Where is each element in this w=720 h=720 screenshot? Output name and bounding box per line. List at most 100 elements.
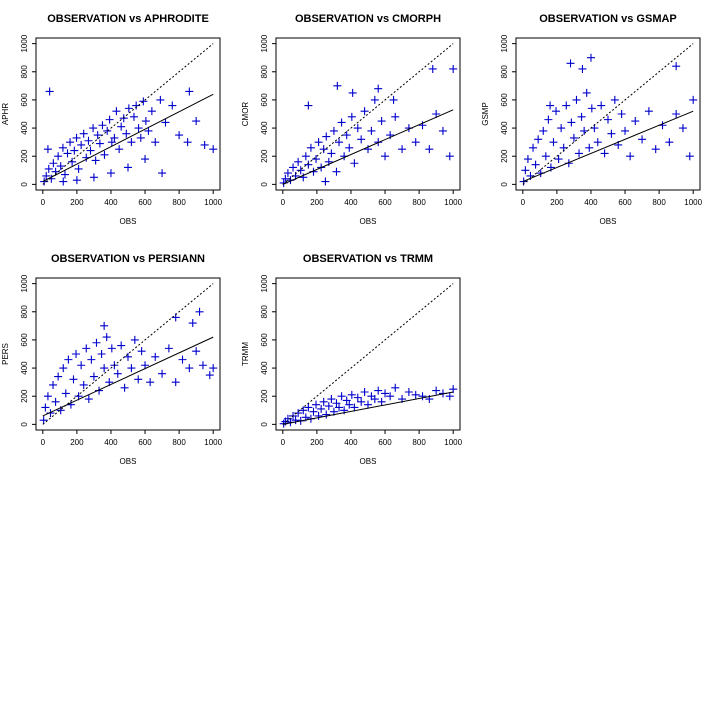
- data-point: [333, 81, 342, 90]
- data-point: [124, 352, 132, 361]
- data-point: [89, 372, 98, 381]
- chart-title: OBSERVATION vs CMORPH: [295, 13, 441, 25]
- data-point: [146, 378, 155, 387]
- x-tick-label: 800: [172, 198, 186, 207]
- data-point: [398, 145, 407, 154]
- reference-line: [522, 43, 694, 185]
- data-point: [445, 392, 454, 401]
- data-point: [141, 117, 150, 126]
- data-point: [61, 389, 70, 398]
- data-point: [299, 406, 308, 415]
- data-point: [360, 107, 369, 116]
- data-point: [604, 115, 612, 124]
- data-point: [617, 110, 626, 118]
- data-point: [105, 115, 114, 124]
- data-point: [102, 333, 111, 342]
- data-point: [79, 129, 88, 138]
- data-point: [136, 133, 145, 142]
- x-tick-label: 200: [310, 438, 324, 447]
- x-tick-label: 200: [70, 438, 84, 447]
- data-point: [389, 95, 398, 104]
- data-point: [428, 64, 437, 73]
- data-point: [72, 133, 81, 142]
- data-point: [296, 166, 305, 175]
- data-point: [291, 416, 300, 425]
- data-point: [56, 162, 65, 171]
- data-point: [585, 143, 594, 152]
- data-point: [672, 62, 681, 71]
- x-tick-label: 1000: [444, 438, 462, 447]
- data-point: [312, 155, 321, 164]
- data-point: [107, 138, 116, 147]
- y-tick-label: 0: [500, 182, 509, 187]
- y-tick-label: 600: [20, 333, 29, 347]
- data-point: [418, 392, 427, 401]
- data-point: [58, 143, 67, 152]
- data-point: [350, 403, 359, 412]
- data-point: [312, 400, 321, 409]
- data-point: [42, 171, 51, 180]
- data-point: [377, 117, 386, 126]
- x-tick-label: 200: [310, 198, 324, 207]
- data-point: [158, 369, 167, 378]
- data-point: [87, 355, 96, 364]
- y-tick-label: 400: [500, 121, 509, 135]
- data-point: [129, 112, 138, 121]
- data-point: [294, 409, 303, 418]
- data-point: [337, 118, 346, 127]
- data-point: [381, 389, 390, 398]
- x-axis-label: OBS: [360, 457, 377, 466]
- y-axis-label: CMOR: [241, 102, 250, 127]
- data-point: [151, 352, 160, 361]
- data-point: [347, 390, 356, 399]
- x-tick-label: 400: [344, 438, 358, 447]
- data-point: [552, 107, 561, 116]
- data-point: [304, 160, 313, 169]
- data-point: [299, 173, 308, 182]
- x-tick-label: 800: [172, 438, 186, 447]
- data-point: [79, 380, 88, 389]
- data-point: [156, 95, 165, 104]
- x-tick-label: 800: [412, 198, 426, 207]
- y-tick-label: 0: [20, 182, 29, 187]
- data-point: [575, 149, 584, 158]
- data-point: [342, 396, 351, 405]
- data-point: [70, 146, 79, 155]
- data-point: [49, 380, 58, 389]
- data-point: [672, 110, 681, 118]
- data-point: [137, 347, 146, 356]
- data-point: [549, 138, 558, 147]
- data-point: [63, 149, 72, 158]
- y-tick-label: 200: [260, 389, 269, 403]
- data-point: [82, 344, 91, 353]
- y-tick-label: 800: [20, 65, 29, 79]
- x-tick-label: 400: [584, 198, 598, 207]
- y-tick-label: 1000: [20, 274, 29, 292]
- y-tick-label: 0: [20, 422, 29, 427]
- data-point: [77, 361, 86, 370]
- reference-line: [42, 43, 214, 185]
- data-point: [72, 176, 81, 185]
- data-point: [386, 392, 395, 401]
- y-tick-label: 800: [260, 65, 269, 79]
- data-point: [141, 361, 150, 370]
- data-point: [411, 138, 420, 147]
- data-point: [529, 143, 538, 152]
- panel-4: OBSERVATION vs PERSIANN 0 200 400 600 800 1000…: [1, 253, 223, 466]
- plot-frame: [275, 277, 461, 431]
- fit-line: [282, 391, 454, 425]
- data-point: [84, 395, 93, 404]
- data-point: [134, 375, 143, 384]
- data-point: [544, 115, 553, 124]
- x-tick-label: 600: [138, 438, 152, 447]
- plot-frame: [515, 37, 701, 191]
- x-tick-label: 0: [281, 198, 286, 207]
- data-point: [117, 122, 126, 131]
- reference-line: [42, 283, 214, 425]
- data-point: [113, 369, 122, 378]
- data-point: [124, 163, 132, 172]
- data-point: [566, 59, 575, 68]
- x-axis-label: OBS: [360, 217, 377, 226]
- x-tick-label: 400: [104, 438, 118, 447]
